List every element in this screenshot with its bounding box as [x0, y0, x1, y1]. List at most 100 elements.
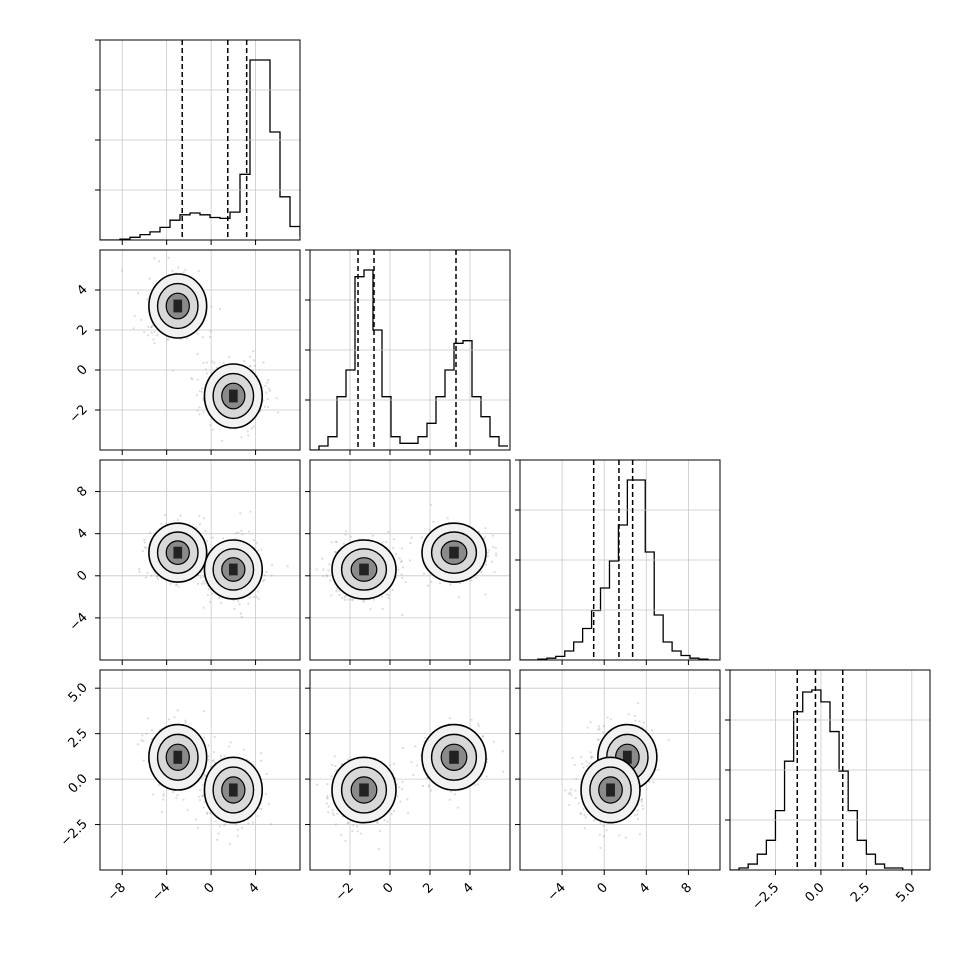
scatter-point [597, 728, 600, 731]
scatter-point [477, 722, 480, 726]
scatter-point [344, 594, 347, 598]
scatter-point [412, 774, 415, 777]
scatter-point [228, 842, 231, 845]
panel-3-0: −2.5 0.0 2.5 5.0 −8 −4 0 4 [58, 669, 301, 904]
scatter-point [483, 536, 487, 539]
scatter-point [337, 589, 341, 592]
x-tick-label: 0 [595, 880, 611, 896]
density-peak [606, 783, 615, 797]
scatter-point [602, 824, 605, 827]
scatter-point [249, 510, 252, 513]
panel-0-0 [95, 39, 301, 245]
scatter-point [351, 599, 354, 602]
scatter-point [640, 798, 643, 801]
scatter-point [392, 809, 395, 813]
scatter-point [501, 770, 505, 773]
scatter-point [217, 596, 221, 599]
scatter-point [494, 552, 498, 555]
scatter-point [636, 813, 639, 816]
y-tick-label: 2 [74, 322, 90, 338]
panel-frame [99, 459, 301, 661]
scatter-point [255, 541, 259, 544]
scatter-point [249, 355, 252, 358]
scatter-point [264, 384, 267, 387]
scatter-point [242, 748, 245, 751]
scatter-point [583, 813, 586, 817]
scatter-point [335, 541, 339, 544]
scatter-point [404, 580, 407, 584]
scatter-point [334, 540, 337, 543]
scatter-point [401, 780, 404, 784]
y-tick-label: 4 [74, 282, 90, 298]
scatter-point [570, 788, 573, 791]
scatter-point [271, 563, 274, 567]
scatter-point [147, 717, 150, 720]
scatter-point [321, 557, 324, 560]
scatter-point [151, 324, 154, 327]
scatter-point [265, 772, 268, 776]
histogram-step [100, 59, 300, 240]
scatter-point [256, 814, 259, 818]
scatter-point [202, 517, 205, 520]
scatter-point [381, 607, 384, 611]
panel-content [310, 250, 510, 450]
scatter-point [571, 756, 574, 760]
scatter-point [420, 536, 424, 539]
scatter-point [150, 729, 153, 732]
scatter-point [487, 549, 490, 552]
scatter-point [456, 806, 459, 809]
scatter-point [252, 539, 255, 542]
scatter-point [589, 721, 592, 724]
scatter-point [196, 352, 199, 356]
scatter-point [169, 582, 172, 585]
scatter-point [156, 333, 159, 337]
scatter-point [247, 434, 250, 437]
scatter-point [568, 803, 571, 807]
scatter-point [184, 721, 187, 724]
scatter-point [453, 793, 457, 796]
scatter-point [266, 381, 269, 384]
scatter-point [392, 547, 395, 550]
scatter-point [596, 738, 599, 741]
scatter-point [246, 430, 249, 433]
scatter-point [144, 576, 148, 579]
scatter-point [140, 738, 143, 742]
scatter-point [204, 529, 207, 532]
histogram-step [310, 269, 508, 450]
scatter-point [167, 718, 171, 721]
scatter-point [251, 821, 255, 824]
scatter-point [376, 821, 379, 824]
scatter-point [241, 533, 244, 536]
scatter-point [167, 338, 170, 341]
scatter-point [207, 744, 210, 747]
scatter-point [260, 808, 263, 811]
scatter-point [199, 576, 202, 579]
scatter-point [605, 829, 608, 832]
scatter-point [450, 790, 453, 793]
scatter-point [390, 813, 393, 816]
scatter-point [392, 537, 395, 541]
scatter-point [176, 518, 180, 522]
scatter-point [198, 798, 202, 802]
scatter-point [385, 540, 388, 544]
scatter-point [400, 559, 403, 562]
scatter-point [203, 774, 206, 777]
scatter-point [388, 764, 391, 767]
scatter-point [409, 541, 412, 545]
scatter-point [493, 571, 496, 574]
scatter-point [214, 820, 217, 823]
scatter-point [648, 780, 651, 784]
scatter-point [247, 530, 251, 533]
scatter-point [334, 823, 337, 826]
scatter-point [240, 436, 243, 439]
y-tick-label: 4 [74, 526, 90, 542]
scatter-point [157, 260, 161, 263]
scatter-point [171, 269, 174, 272]
density-peak [359, 563, 369, 576]
scatter-point [428, 529, 431, 532]
scatter-point [263, 574, 266, 577]
scatter-point [179, 514, 182, 517]
scatter-point [167, 256, 170, 259]
scatter-point [147, 325, 150, 329]
panel-3-3: −2.5 0.0 2.5 5.0 [725, 669, 931, 913]
